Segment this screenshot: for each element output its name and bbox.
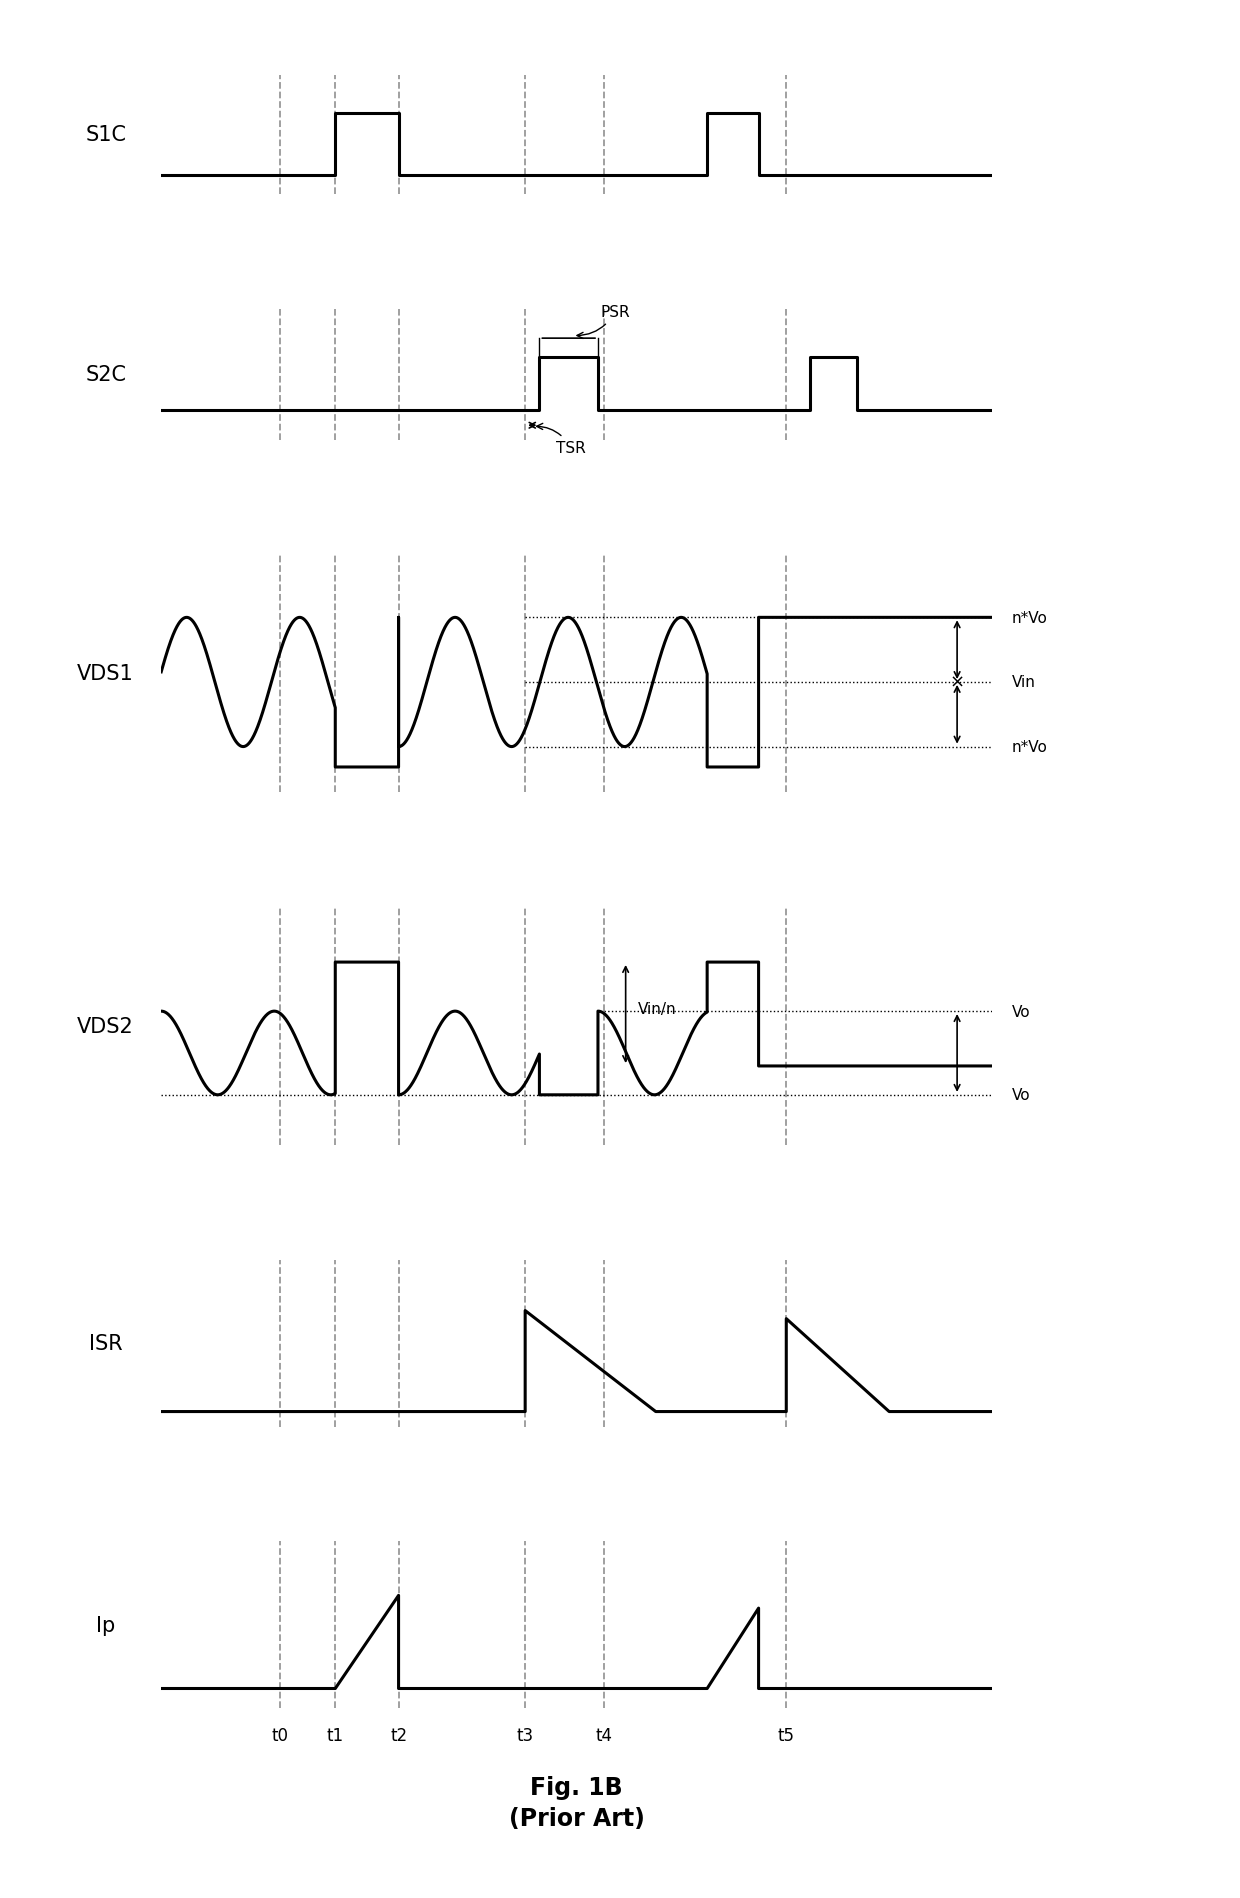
Y-axis label: S1C: S1C	[86, 125, 126, 146]
Text: Vo: Vo	[1012, 1004, 1030, 1019]
Text: (Prior Art): (Prior Art)	[508, 1805, 645, 1830]
Text: t5: t5	[777, 1725, 795, 1744]
Text: t3: t3	[517, 1725, 533, 1744]
Text: Vo: Vo	[1012, 1088, 1030, 1103]
Y-axis label: ISR: ISR	[89, 1334, 123, 1353]
Y-axis label: VDS1: VDS1	[77, 664, 134, 683]
Text: Vin: Vin	[1012, 676, 1035, 691]
Text: PSR: PSR	[577, 306, 630, 340]
Text: t4: t4	[595, 1725, 613, 1744]
Text: Fig. 1B: Fig. 1B	[531, 1775, 622, 1799]
Y-axis label: Ip: Ip	[95, 1615, 115, 1634]
Text: n*Vo: n*Vo	[1012, 740, 1048, 755]
Text: ×: ×	[950, 674, 965, 691]
Text: TSR: TSR	[537, 423, 585, 456]
Y-axis label: VDS2: VDS2	[77, 1017, 134, 1036]
Y-axis label: S2C: S2C	[86, 364, 126, 385]
Text: t0: t0	[272, 1725, 289, 1744]
Text: t1: t1	[326, 1725, 343, 1744]
Text: n*Vo: n*Vo	[1012, 611, 1048, 626]
Text: t2: t2	[391, 1725, 407, 1744]
Text: Vin/n: Vin/n	[637, 1002, 676, 1017]
